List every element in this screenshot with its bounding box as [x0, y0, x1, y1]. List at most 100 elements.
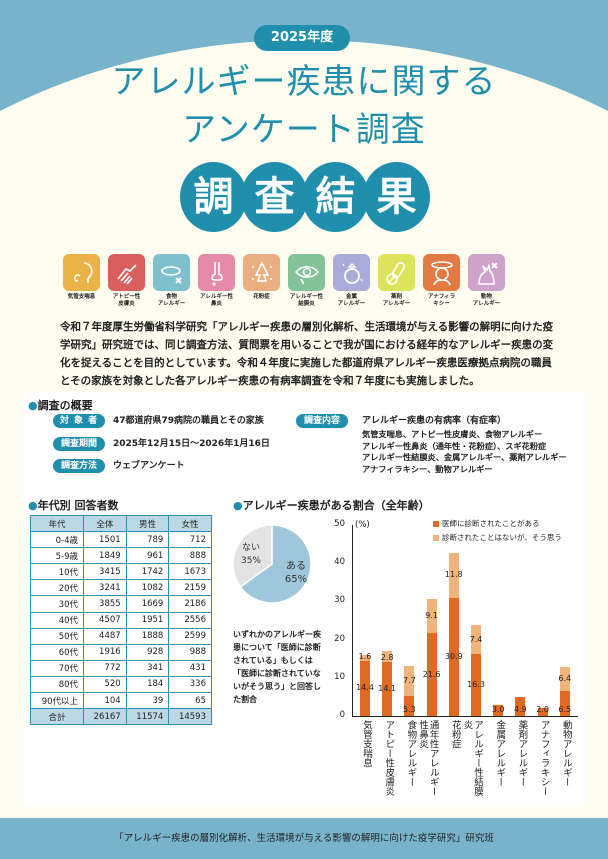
table-cell: 10代 — [29, 563, 85, 581]
y-tick-label: 50 — [334, 519, 345, 529]
bar-segment-self — [471, 625, 481, 654]
disease-icon-label: 食物 アレルギー — [157, 294, 186, 307]
x-category-label: 食物アレルギー — [405, 720, 417, 787]
table-cell: 772 — [83, 659, 127, 677]
table-cell: 30代 — [29, 595, 85, 613]
x-category-label: アナフィラキシー — [538, 720, 550, 796]
legend-diagnosed: 医師に診断されたことがある — [433, 518, 540, 529]
bar-segment-diagnosed — [426, 633, 437, 716]
bar-value-diagnosed: 5.3 — [403, 705, 416, 714]
table-row: 10代 3415 1742 1673 — [29, 563, 212, 581]
allergic-rhinitis-icon — [198, 254, 235, 291]
target-value: 47都道府県79病院の職員とその家族 — [113, 416, 264, 426]
bar-segment-diagnosed — [360, 660, 370, 716]
table-header-cell: 女性 — [168, 514, 212, 533]
y-tick-label: 10 — [334, 671, 345, 682]
table-cell: 1742 — [125, 563, 170, 581]
disease-icon-item: アナフィラ キシー — [423, 254, 460, 308]
table-cell: 431 — [168, 659, 212, 677]
table-cell: 3855 — [83, 595, 127, 613]
disease-icon-item: 気管支喘息 — [63, 254, 100, 308]
pie-no-label: ない 35% — [240, 543, 261, 566]
age-table: 年代 全体 男性 女性 0-4歳 1501 789 712 5-9歳 1849 961 888 10代… — [29, 514, 212, 726]
bar — [537, 500, 548, 716]
table-cell: 3241 — [83, 579, 127, 597]
pie-chart: ない 35% ある 65% — [232, 524, 312, 604]
bar-value-self: 1.6 — [358, 651, 372, 661]
bar — [559, 500, 570, 716]
y-tick-label: 40 — [334, 557, 345, 568]
bar-segment-diagnosed — [471, 653, 481, 716]
content-line: アレルギー性鼻炎（通年性・花粉症）、スギ花粉症 — [362, 440, 547, 451]
bar — [471, 500, 481, 716]
table-cell: 50代 — [29, 627, 85, 645]
table-row: 50代 4487 1888 2599 — [29, 627, 212, 645]
table-cell: 341 — [125, 659, 170, 677]
drug-allergy-icon — [378, 254, 415, 291]
disease-icon-row: 気管支喘息 アトピー性 皮膚炎 食物 アレルギー アレルギー性 鼻炎 花粉症 アレルギー性… — [63, 254, 505, 308]
disease-icon-label: アトピー性 皮膚炎 — [112, 294, 141, 307]
bar-segment-diagnosed — [493, 704, 504, 716]
bar — [515, 500, 526, 716]
table-row: 70代 772 341 431 — [29, 659, 212, 677]
bullet-dot-icon: ● — [233, 499, 243, 512]
disease-icon-label: 薬剤 アレルギー — [382, 294, 411, 307]
table-cell: 11574 — [125, 708, 170, 726]
disease-icon-item: アレルギー性 結膜炎 — [288, 254, 325, 308]
table-cell: 65 — [168, 692, 212, 710]
footer: 「アレルギー疾患の層別化解析、生活環境が与える影響の解明に向けた疫学研究」研究班 — [0, 818, 608, 859]
legend-swatch-icon — [433, 535, 439, 541]
legend-swatch-icon — [433, 521, 439, 527]
table-cell: 2186 — [168, 595, 212, 613]
disease-icon-label: アレルギー性 鼻炎 — [199, 294, 233, 307]
disease-icon-label: 花粉症 — [253, 294, 270, 300]
table-cell: 1501 — [83, 531, 127, 549]
table-row: 80代 520 184 336 — [29, 675, 212, 694]
period-value: 2025年12月15日～2026年1月16日 — [113, 439, 270, 449]
table-cell: 20代 — [29, 579, 85, 597]
table-cell: 1669 — [125, 595, 170, 613]
table-cell: 4487 — [83, 627, 127, 645]
anaphylaxis-icon — [423, 254, 460, 291]
bar-value-diagnosed: 16.3 — [467, 679, 485, 689]
bar-value-self: 9.1 — [425, 611, 438, 621]
method-pill: 調査方法 — [53, 459, 105, 473]
food-allergy-icon — [153, 254, 190, 291]
content-line: 気管支喘息、アトピー性皮膚炎、食物アレルギー — [362, 429, 543, 439]
table-cell: 1916 — [83, 643, 127, 661]
bar-value-diagnosed: 14.1 — [378, 684, 397, 694]
bar-value-self: 7.7 — [403, 676, 416, 686]
table-row: 5-9歳 1849 961 888 — [29, 547, 212, 565]
table-cell: 712 — [168, 531, 212, 549]
x-category-label: 気管支喘息 — [361, 720, 372, 768]
disease-icon-item: 動物 アレルギー — [468, 254, 505, 308]
table-cell: 26167 — [83, 708, 127, 726]
bar-segment-self — [382, 651, 393, 663]
bar — [382, 500, 393, 716]
results-heading: 調 査 結 果 — [180, 162, 430, 232]
x-category-label: 薬剤アレルギー — [516, 720, 528, 787]
page-title-line2: アンケート調査 — [182, 110, 426, 150]
table-cell: 合計 — [29, 708, 85, 726]
bar — [404, 500, 415, 716]
bar-value-self: 11.8 — [444, 570, 463, 580]
table-cell: 14593 — [168, 708, 212, 726]
content-list: 気管支喘息、アトピー性皮膚炎、食物アレルギー アレルギー性鼻炎（通年性・花粉症）… — [362, 429, 567, 475]
allergic-conjunctivitis-icon — [288, 254, 325, 291]
year-badge: 2025年度 — [254, 25, 350, 51]
disease-icon-item: 薬剤 アレルギー — [378, 254, 415, 308]
table-cell: 520 — [83, 675, 127, 694]
table-row: 20代 3241 1082 2159 — [29, 579, 212, 597]
table-cell: 928 — [125, 643, 170, 661]
y-tick-label: 0 — [339, 710, 345, 720]
table-cell: 961 — [125, 547, 170, 565]
y-axis — [352, 525, 353, 716]
bar-segment-self — [448, 552, 459, 598]
bar-value-diagnosed: 2.0 — [536, 705, 549, 714]
y-unit: (%) — [355, 520, 370, 530]
age-table-heading: ●年代別 回答者数 — [28, 499, 119, 512]
table-cell: 988 — [168, 643, 212, 661]
bar-value-diagnosed: 6.5 — [558, 705, 572, 714]
table-cell: 1888 — [125, 627, 170, 645]
table-cell: 40代 — [29, 611, 85, 629]
